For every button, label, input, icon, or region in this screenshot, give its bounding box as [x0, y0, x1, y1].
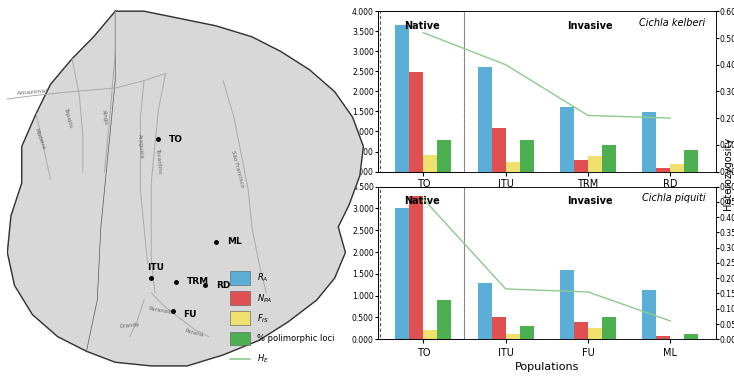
Bar [506, 334, 520, 339]
Bar [684, 334, 698, 339]
Text: Madeira: Madeira [34, 128, 46, 150]
Text: $N_{PA}$: $N_{PA}$ [258, 292, 273, 305]
Bar [574, 322, 588, 339]
Text: Invasive: Invasive [567, 196, 613, 206]
Bar [492, 317, 506, 339]
Text: Amazonas: Amazonas [16, 88, 49, 95]
Text: $H_E$: $H_E$ [258, 352, 269, 365]
Bar [230, 271, 250, 285]
Text: $F_{IS}$: $F_{IS}$ [258, 312, 269, 325]
Text: Cichla kelberi: Cichla kelberi [639, 18, 705, 28]
Text: TO: TO [417, 179, 430, 189]
Text: % polimorphic loci: % polimorphic loci [258, 334, 335, 343]
Bar [602, 317, 616, 339]
Text: ITU: ITU [148, 263, 164, 272]
Polygon shape [7, 11, 363, 366]
Text: Invasive: Invasive [567, 21, 613, 31]
Text: Tapajós: Tapajós [63, 107, 74, 128]
Bar [560, 270, 574, 339]
Bar [602, 146, 616, 172]
Bar [380, 187, 465, 339]
Bar [588, 328, 602, 339]
Bar [656, 169, 670, 172]
Bar [642, 112, 656, 172]
Text: Native: Native [404, 21, 440, 31]
Text: Paranaíba: Paranaíba [148, 306, 176, 316]
Text: FU: FU [184, 310, 197, 319]
Bar [478, 67, 492, 172]
Text: Grande: Grande [119, 322, 140, 329]
Text: Tocantins: Tocantins [155, 148, 162, 174]
Bar [670, 164, 684, 172]
Bar [396, 25, 410, 172]
Bar [396, 208, 410, 339]
Bar [380, 11, 465, 172]
Bar [684, 150, 698, 172]
Bar [520, 326, 534, 339]
Text: $R_A$: $R_A$ [258, 272, 269, 284]
Bar [478, 284, 492, 339]
Bar [410, 196, 424, 339]
Text: São Francisco: São Francisco [230, 150, 245, 187]
Bar [424, 155, 437, 172]
Bar [230, 291, 250, 305]
Text: RD: RD [216, 281, 230, 290]
Bar [506, 161, 520, 172]
Text: ITU: ITU [498, 179, 514, 189]
Bar [424, 330, 437, 339]
X-axis label: Populations: Populations [515, 363, 579, 372]
Text: TRM: TRM [187, 277, 209, 286]
Text: Native: Native [404, 196, 440, 206]
Text: Araguaia: Araguaia [137, 134, 144, 159]
Text: Cichla piquiti: Cichla piquiti [642, 193, 705, 203]
Text: ML: ML [227, 237, 241, 246]
Text: Xingu: Xingu [101, 109, 109, 126]
Text: RD: RD [663, 179, 677, 189]
Bar [560, 107, 574, 172]
Bar [588, 156, 602, 172]
Bar [230, 331, 250, 345]
Text: TRM: TRM [578, 179, 599, 189]
Bar [410, 72, 424, 172]
Text: Paraná: Paraná [184, 328, 204, 338]
Bar [230, 311, 250, 325]
Bar [437, 300, 451, 339]
Bar [437, 140, 451, 172]
Bar [492, 128, 506, 172]
Text: Heterozygosity: Heterozygosity [723, 137, 733, 210]
Bar [656, 336, 670, 339]
Bar [465, 187, 716, 339]
Bar [642, 290, 656, 339]
Bar [465, 11, 716, 172]
Bar [520, 140, 534, 172]
Text: TO: TO [169, 135, 184, 144]
Bar [574, 159, 588, 172]
